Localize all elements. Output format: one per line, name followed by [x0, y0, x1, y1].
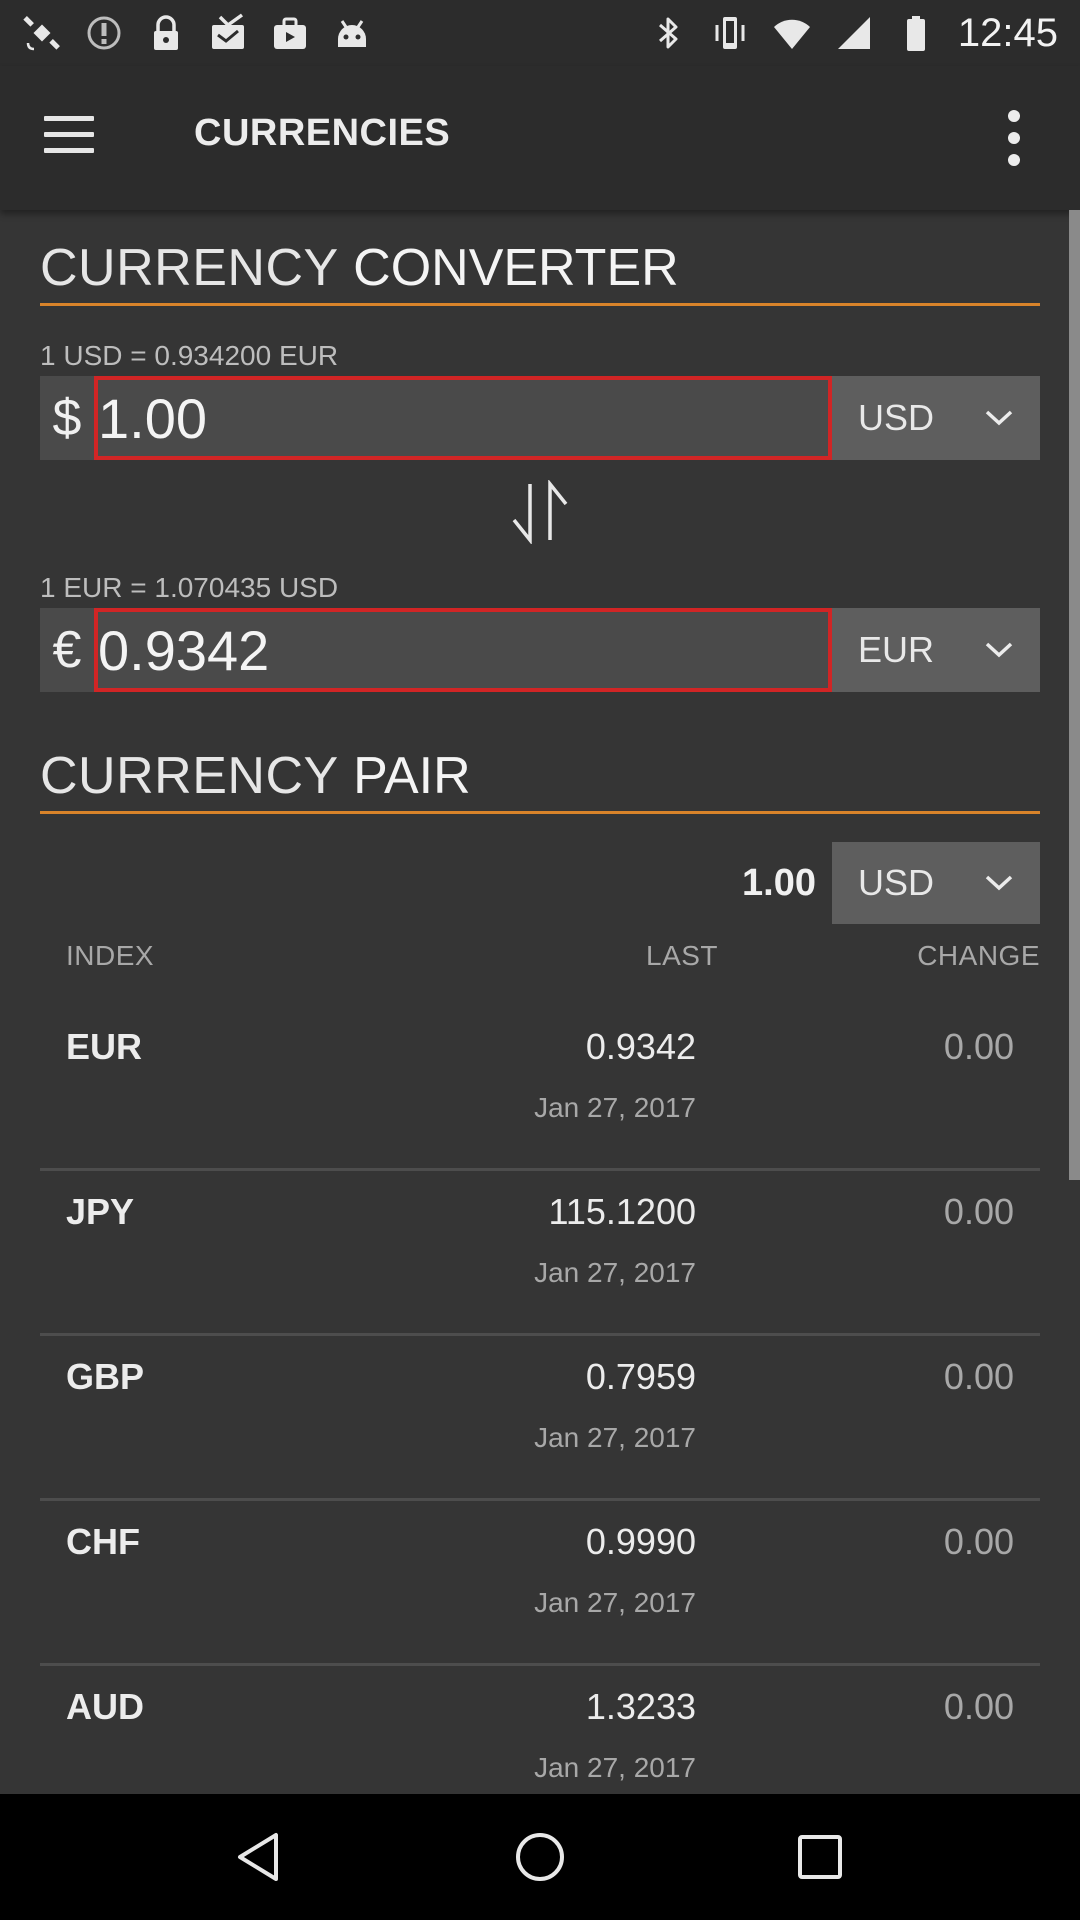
hamburger-icon[interactable]: [44, 116, 100, 160]
from-currency-code: USD: [858, 397, 935, 438]
briefcase-icon: [270, 13, 310, 53]
table-row[interactable]: CHF 0.9990 Jan 27, 2017 0.00: [40, 1501, 1040, 1666]
row-date: Jan 27, 2017: [534, 1587, 696, 1618]
row-change: 0.00: [943, 1026, 1014, 1067]
to-currency-dropdown[interactable]: EUR: [832, 608, 1040, 692]
app-title: CURRENCIES: [194, 112, 451, 154]
row-change: 0.00: [943, 1356, 1014, 1397]
row-index: AUD: [66, 1686, 144, 1727]
row-last: 115.1200: [548, 1191, 696, 1232]
battery-icon: [896, 13, 936, 53]
row-change: 0.00: [943, 1686, 1014, 1727]
row-change: 0.00: [943, 1521, 1014, 1562]
row-date: Jan 27, 2017: [534, 1257, 696, 1288]
row-index: EUR: [66, 1026, 143, 1067]
column-header-last: LAST: [646, 940, 719, 971]
row-last: 0.9342: [585, 1026, 696, 1067]
pair-base-amount[interactable]: 1.00: [742, 862, 816, 904]
row-index: GBP: [66, 1356, 145, 1397]
recents-square-icon[interactable]: [785, 1822, 855, 1892]
android-icon: [332, 13, 372, 53]
row-date: Jan 27, 2017: [534, 1092, 696, 1123]
satellite-icon: [22, 13, 62, 53]
from-amount-input[interactable]: [94, 376, 832, 460]
bluetooth-icon: [648, 13, 688, 53]
wifi-icon: [772, 13, 812, 53]
from-currency-symbol: $: [52, 389, 82, 447]
alert-circle-icon: [84, 13, 124, 53]
vibrate-icon: [710, 13, 750, 53]
row-last: 0.7959: [585, 1356, 696, 1397]
converter-header: CURRENCY CONVERTER: [40, 239, 1040, 307]
to-amount-input[interactable]: [94, 608, 832, 692]
to-currency-symbol: €: [52, 621, 82, 679]
pair-header: CURRENCY PAIR: [40, 747, 1040, 815]
lock-icon: [146, 13, 186, 53]
table-row[interactable]: JPY 115.1200 Jan 27, 2017 0.00: [40, 1171, 1040, 1336]
row-date: Jan 27, 2017: [534, 1422, 696, 1453]
column-header-change: CHANGE: [917, 940, 1040, 971]
status-system-icons: 12:45: [648, 11, 1058, 56]
table-row[interactable]: AUD 1.3233 Jan 27, 2017 0.00: [40, 1666, 1040, 1794]
table-row[interactable]: EUR 0.9342 Jan 27, 2017 0.00: [40, 1006, 1040, 1171]
converter-header-bold: CONVERTER: [353, 239, 679, 297]
row-index: JPY: [66, 1191, 135, 1232]
row-change: 0.00: [943, 1191, 1014, 1232]
pair-header-bold: PAIR: [353, 747, 471, 805]
from-rate-text: 1 USD = 0.934200 EUR: [40, 340, 339, 371]
status-notification-icons: [22, 13, 372, 53]
from-currency-dropdown[interactable]: USD: [832, 376, 1040, 460]
home-circle-icon[interactable]: [505, 1822, 575, 1892]
swap-vertical-icon[interactable]: [510, 479, 570, 545]
back-triangle-icon[interactable]: [225, 1822, 295, 1892]
table-row[interactable]: GBP 0.7959 Jan 27, 2017 0.00: [40, 1336, 1040, 1501]
navigation-bar: [0, 1794, 1080, 1920]
to-converter-row: € EUR: [40, 608, 1040, 692]
scrollbar[interactable]: [1069, 210, 1080, 1180]
from-converter-row: $ USD: [40, 376, 1040, 460]
pair-header-light: CURRENCY: [40, 747, 339, 805]
to-rate-text: 1 EUR = 1.070435 USD: [40, 572, 339, 603]
row-index: CHF: [66, 1521, 140, 1562]
chevron-down-icon: [985, 642, 1013, 658]
inbox-icon: [208, 13, 248, 53]
converter-header-light: CURRENCY: [40, 239, 339, 297]
column-header-index: INDEX: [66, 940, 155, 971]
pair-currency-code: USD: [858, 862, 935, 903]
app-bar: CURRENCIES: [0, 66, 1080, 210]
row-last: 1.3233: [585, 1686, 696, 1727]
row-date: Jan 27, 2017: [534, 1752, 696, 1783]
chevron-down-icon: [985, 875, 1013, 891]
status-bar: 12:45: [0, 0, 1080, 66]
chevron-down-icon: [985, 410, 1013, 426]
status-time: 12:45: [957, 10, 1058, 55]
row-last: 0.9990: [585, 1521, 696, 1562]
more-vert-icon[interactable]: [1002, 110, 1026, 170]
to-currency-code: EUR: [858, 629, 935, 670]
signal-icon: [834, 13, 874, 53]
pair-currency-dropdown[interactable]: USD: [832, 842, 1040, 924]
